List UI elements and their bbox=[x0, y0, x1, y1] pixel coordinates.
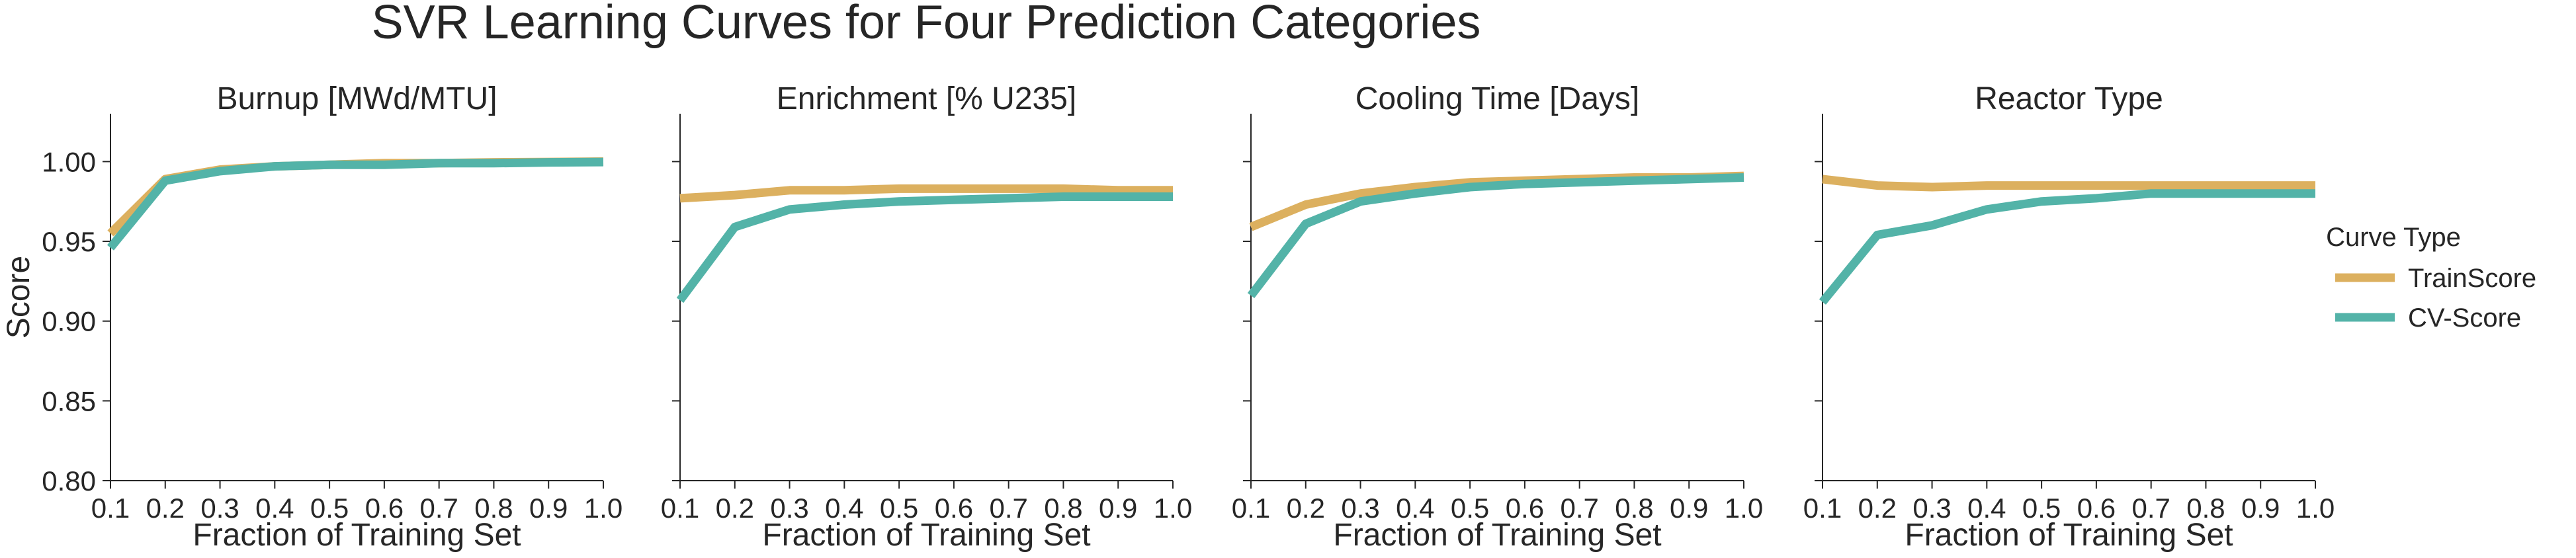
subplot-title: Burnup [MWd/MTU] bbox=[216, 81, 497, 116]
subplot-2: Enrichment [% U235] 0.1 0.2 0.3 0.4 0.5 0.6 0.7… bbox=[661, 81, 1192, 553]
legend-label-cv-score: CV-Score bbox=[2408, 303, 2521, 333]
y-tick-label: 1.00 bbox=[42, 146, 96, 177]
y-axis-label: Score bbox=[1, 256, 36, 339]
x-tick-label: 0.1 bbox=[1803, 493, 1842, 524]
x-tick-label: 0.9 bbox=[1670, 493, 1708, 524]
legend: Curve Type TrainScore CV-Score bbox=[2326, 223, 2536, 333]
subplot-title: Cooling Time [Days] bbox=[1355, 81, 1640, 116]
x-tick-label: 0.3 bbox=[770, 493, 808, 524]
x-tick-label: 0.3 bbox=[200, 493, 239, 524]
x-tick-label: 0.6 bbox=[935, 493, 973, 524]
subplot-4: Reactor Type 0.1 0.2 0.3 0.4 0.5 0.6 0.7 0.8 0.9 1… bbox=[1803, 81, 2335, 553]
subplot-3: Cooling Time [Days] 0.1 0.2 0.3 0.4 0.5 0.6 0.7… bbox=[1232, 81, 1763, 553]
x-tick-label: 0.8 bbox=[2186, 493, 2225, 524]
x-tick-label: 0.2 bbox=[146, 493, 185, 524]
x-tick-label: 0.6 bbox=[1506, 493, 1544, 524]
figure-title: SVR Learning Curves for Four Prediction … bbox=[372, 0, 1481, 49]
subplot-panels: Burnup [MWd/MTU] 0.80 0.85 0.90 0.95 1.00 0.1 0… bbox=[1, 81, 2335, 553]
x-tick-label: 0.2 bbox=[716, 493, 754, 524]
x-tick-label: 1.0 bbox=[2296, 493, 2335, 524]
x-tick-label: 0.2 bbox=[1858, 493, 1897, 524]
x-tick-label: 0.2 bbox=[1287, 493, 1325, 524]
series-line-cv-score bbox=[676, 192, 1173, 303]
series-line-trainscore bbox=[679, 184, 1173, 203]
x-axis-label: Fraction of Training Set bbox=[1333, 518, 1661, 553]
subplot-title: Enrichment [% U235] bbox=[777, 81, 1077, 116]
x-tick-label: 0.8 bbox=[1615, 493, 1653, 524]
y-tick-label: 0.95 bbox=[42, 226, 96, 257]
x-tick-label: 0.3 bbox=[1912, 493, 1951, 524]
y-tick-label: 0.80 bbox=[42, 465, 96, 497]
y-tick-label: 0.85 bbox=[42, 385, 96, 417]
x-tick-label: 0.4 bbox=[1396, 493, 1434, 524]
x-tick-label: 0.5 bbox=[2022, 493, 2061, 524]
x-tick-label: 1.0 bbox=[584, 493, 623, 524]
x-tick-label: 0.1 bbox=[661, 493, 699, 524]
x-tick-label: 0.9 bbox=[529, 493, 568, 524]
x-tick-label: 0.7 bbox=[1560, 493, 1598, 524]
x-tick-label: 0.1 bbox=[1232, 493, 1270, 524]
x-tick-label: 0.7 bbox=[419, 493, 458, 524]
y-tick-label: 0.90 bbox=[42, 306, 96, 337]
x-tick-label: 0.4 bbox=[255, 493, 294, 524]
x-tick-label: 0.6 bbox=[365, 493, 404, 524]
x-tick-label: 0.6 bbox=[2077, 493, 2116, 524]
x-axis-label: Fraction of Training Set bbox=[1905, 518, 2233, 553]
x-tick-label: 0.9 bbox=[2241, 493, 2280, 524]
legend-title: Curve Type bbox=[2326, 223, 2461, 252]
x-tick-label: 0.1 bbox=[91, 493, 130, 524]
x-axis-label: Fraction of Training Set bbox=[193, 518, 521, 553]
x-tick-label: 0.5 bbox=[880, 493, 918, 524]
legend-label-trainscore: TrainScore bbox=[2408, 264, 2536, 293]
x-tick-label: 0.8 bbox=[1044, 493, 1082, 524]
x-tick-label: 0.7 bbox=[989, 493, 1027, 524]
series-line-trainscore bbox=[1822, 175, 2315, 192]
subplot-1: Burnup [MWd/MTU] 0.80 0.85 0.90 0.95 1.00 0.1 0… bbox=[1, 81, 623, 553]
x-tick-label: 0.9 bbox=[1099, 493, 1137, 524]
x-tick-label: 0.5 bbox=[1451, 493, 1489, 524]
series-line-cv-score bbox=[1247, 173, 1744, 299]
series-line-cv-score bbox=[107, 157, 604, 251]
x-tick-label: 0.7 bbox=[2131, 493, 2170, 524]
series-line-trainscore bbox=[107, 157, 604, 237]
x-tick-label: 1.0 bbox=[1725, 493, 1763, 524]
x-tick-label: 0.4 bbox=[1967, 493, 2006, 524]
series-line-cv-score bbox=[1819, 189, 2315, 305]
x-tick-label: 0.8 bbox=[474, 493, 513, 524]
x-axis-label: Fraction of Training Set bbox=[762, 518, 1090, 553]
x-tick-label: 0.4 bbox=[825, 493, 863, 524]
x-tick-label: 0.5 bbox=[310, 493, 349, 524]
x-tick-label: 0.3 bbox=[1341, 493, 1379, 524]
x-tick-label: 1.0 bbox=[1154, 493, 1192, 524]
subplot-title: Reactor Type bbox=[1975, 81, 2163, 116]
